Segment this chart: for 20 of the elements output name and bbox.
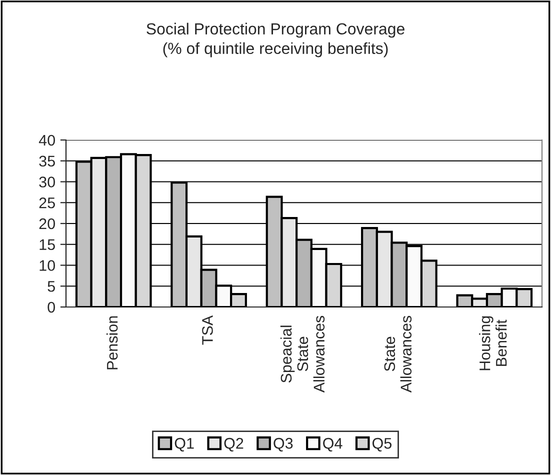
legend-label: Q3 (274, 438, 293, 452)
x-tick-label: Pension (106, 316, 118, 370)
y-tick-label: 40 (38, 134, 55, 146)
y-tick-label: 15 (40, 239, 55, 250)
y-tick-label: 30 (39, 176, 55, 188)
y-tick-label: 10 (40, 260, 55, 271)
legend-label: Q2 (224, 438, 244, 452)
y-tick-label: 20 (39, 218, 55, 230)
chart-title: Social Protection Program Coverage (% of quintile receiving benefits) (146, 22, 404, 58)
legend-label: Q5 (372, 438, 392, 452)
x-tick-label: State Allowances (384, 316, 412, 393)
x-tick-label: Speacial State Allowances (280, 316, 325, 393)
legend-label: Q4 (323, 438, 342, 452)
y-tick-label: 0 (48, 302, 55, 313)
x-tick-label: Housing Benefit (479, 316, 507, 370)
y-tick-label: 5 (48, 281, 55, 292)
y-tick-label: 25 (39, 197, 55, 208)
legend-label: Q1 (174, 438, 194, 452)
x-tick-label: TSA (202, 315, 213, 345)
y-tick-label: 35 (39, 156, 55, 167)
